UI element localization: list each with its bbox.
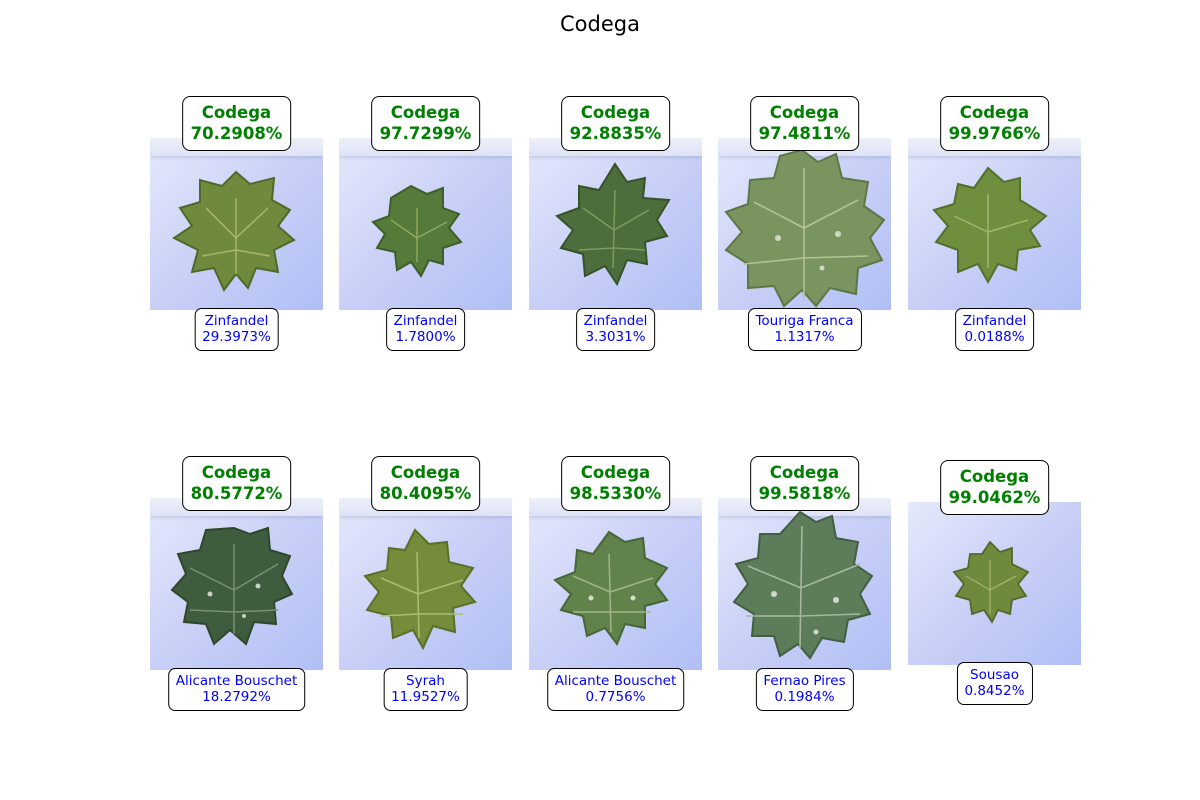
alternative-class: Touriga Franca: [755, 313, 854, 329]
predicted-class: Codega: [959, 103, 1030, 122]
predicted-confidence: 97.4811%: [758, 124, 851, 143]
alternative-confidence: 29.3973%: [202, 329, 271, 345]
prediction-label: Codega 70.2908%: [181, 96, 292, 151]
predicted-class: Codega: [390, 463, 461, 482]
alternative-label: Zinfandel 0.0188%: [954, 308, 1035, 351]
figure-title: Codega: [560, 12, 640, 36]
predicted-class: Codega: [769, 463, 840, 482]
leaf-image: [908, 138, 1081, 310]
predicted-confidence: 97.7299%: [379, 124, 472, 143]
alternative-class: Fernao Pires: [763, 673, 846, 689]
leaf-icon: [172, 170, 296, 292]
alternative-confidence: 0.0188%: [964, 329, 1025, 345]
prediction-label: Codega 99.0462%: [939, 460, 1050, 515]
leaf-image: [718, 138, 891, 310]
alternative-label: Touriga Franca 1.1317%: [747, 308, 862, 351]
leaf-icon: [555, 162, 671, 287]
leaf-icon: [732, 510, 874, 660]
prediction-label: Codega 92.8835%: [560, 96, 671, 151]
alternative-class: Syrah: [406, 673, 445, 689]
predicted-class: Codega: [769, 103, 840, 122]
prediction-label: Codega 80.4095%: [370, 456, 481, 511]
leaf-image: [339, 138, 512, 310]
prediction-label: Codega 99.5818%: [749, 456, 860, 511]
leaf-icon: [553, 530, 669, 647]
prediction-label: Codega 98.5330%: [560, 456, 671, 511]
predicted-class: Codega: [580, 463, 651, 482]
leaf-image: [150, 138, 323, 310]
leaf-icon: [724, 148, 886, 308]
predicted-confidence: 99.9766%: [948, 124, 1041, 143]
alternative-label: Zinfandel 3.3031%: [575, 308, 656, 351]
prediction-label: Codega 97.4811%: [749, 96, 860, 151]
alternative-confidence: 11.9527%: [391, 689, 460, 705]
alternative-confidence: 18.2792%: [202, 689, 271, 705]
leaf-image: [908, 502, 1081, 665]
alternative-label: Zinfandel 29.3973%: [194, 308, 279, 351]
prediction-label: Codega 97.7299%: [370, 96, 481, 151]
predicted-confidence: 70.2908%: [190, 124, 283, 143]
alternative-label: Alicante Bouschet 18.2792%: [167, 668, 306, 711]
alternative-class: Zinfandel: [962, 313, 1027, 329]
alternative-confidence: 0.7756%: [585, 689, 646, 705]
alternative-label: Sousao 0.8452%: [956, 662, 1033, 705]
leaf-icon: [170, 526, 294, 646]
prediction-label: Codega 99.9766%: [939, 96, 1050, 151]
leaf-image: [529, 498, 702, 670]
leaf-icon: [363, 528, 477, 651]
alternative-class: Alicante Bouschet: [175, 673, 298, 689]
alternative-confidence: 0.8452%: [964, 683, 1025, 699]
predicted-confidence: 98.5330%: [569, 484, 662, 503]
alternative-confidence: 1.1317%: [774, 329, 835, 345]
alternative-class: Sousao: [970, 667, 1019, 683]
predicted-class: Codega: [580, 103, 651, 122]
alternative-label: Syrah 11.9527%: [383, 668, 468, 711]
alternative-label: Alicante Bouschet 0.7756%: [546, 668, 685, 711]
predicted-confidence: 92.8835%: [569, 124, 662, 143]
alternative-class: Zinfandel: [393, 313, 458, 329]
prediction-label: Codega 80.5772%: [181, 456, 292, 511]
predicted-confidence: 99.5818%: [758, 484, 851, 503]
alternative-label: Zinfandel 1.7800%: [385, 308, 466, 351]
leaf-icon: [932, 166, 1048, 285]
leaf-image: [529, 138, 702, 310]
predicted-class: Codega: [390, 103, 461, 122]
predicted-class: Codega: [959, 467, 1030, 486]
predicted-class: Codega: [201, 103, 272, 122]
alternative-class: Alicante Bouschet: [554, 673, 677, 689]
predicted-class: Codega: [201, 463, 272, 482]
alternative-confidence: 0.1984%: [774, 689, 835, 705]
predicted-confidence: 80.5772%: [190, 484, 283, 503]
leaf-image: [718, 498, 891, 670]
alternative-class: Zinfandel: [204, 313, 269, 329]
leaf-image: [339, 498, 512, 670]
alternative-class: Zinfandel: [583, 313, 648, 329]
leaf-icon: [952, 540, 1030, 624]
predicted-confidence: 80.4095%: [379, 484, 472, 503]
alternative-confidence: 1.7800%: [395, 329, 456, 345]
alternative-label: Fernao Pires 0.1984%: [755, 668, 854, 711]
predicted-confidence: 99.0462%: [948, 488, 1041, 507]
leaf-image: [150, 498, 323, 670]
leaf-icon: [371, 184, 463, 278]
alternative-confidence: 3.3031%: [585, 329, 646, 345]
